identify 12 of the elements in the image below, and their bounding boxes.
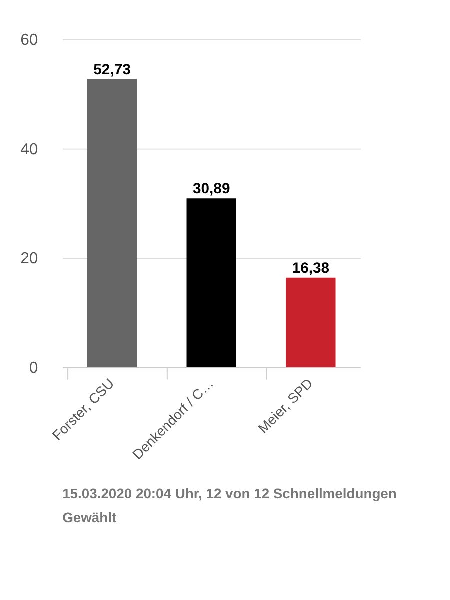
data-label: 16,38 <box>292 260 330 277</box>
data-label: 30,89 <box>192 182 230 198</box>
y-tick-label: 20 <box>20 250 38 268</box>
bar <box>186 198 236 368</box>
text: Gewählt <box>62 509 117 526</box>
text: 15.03.2020 20:04 Uhr, 12 von 12 Schnellmeldungen <box>62 485 397 502</box>
bar <box>286 278 336 368</box>
y-tick-label: 0 <box>29 360 38 377</box>
y-tick-label: 60 <box>20 32 38 50</box>
bar <box>87 79 138 368</box>
y-tick-label: 40 <box>20 141 38 158</box>
data-label: 52,73 <box>94 62 131 78</box>
